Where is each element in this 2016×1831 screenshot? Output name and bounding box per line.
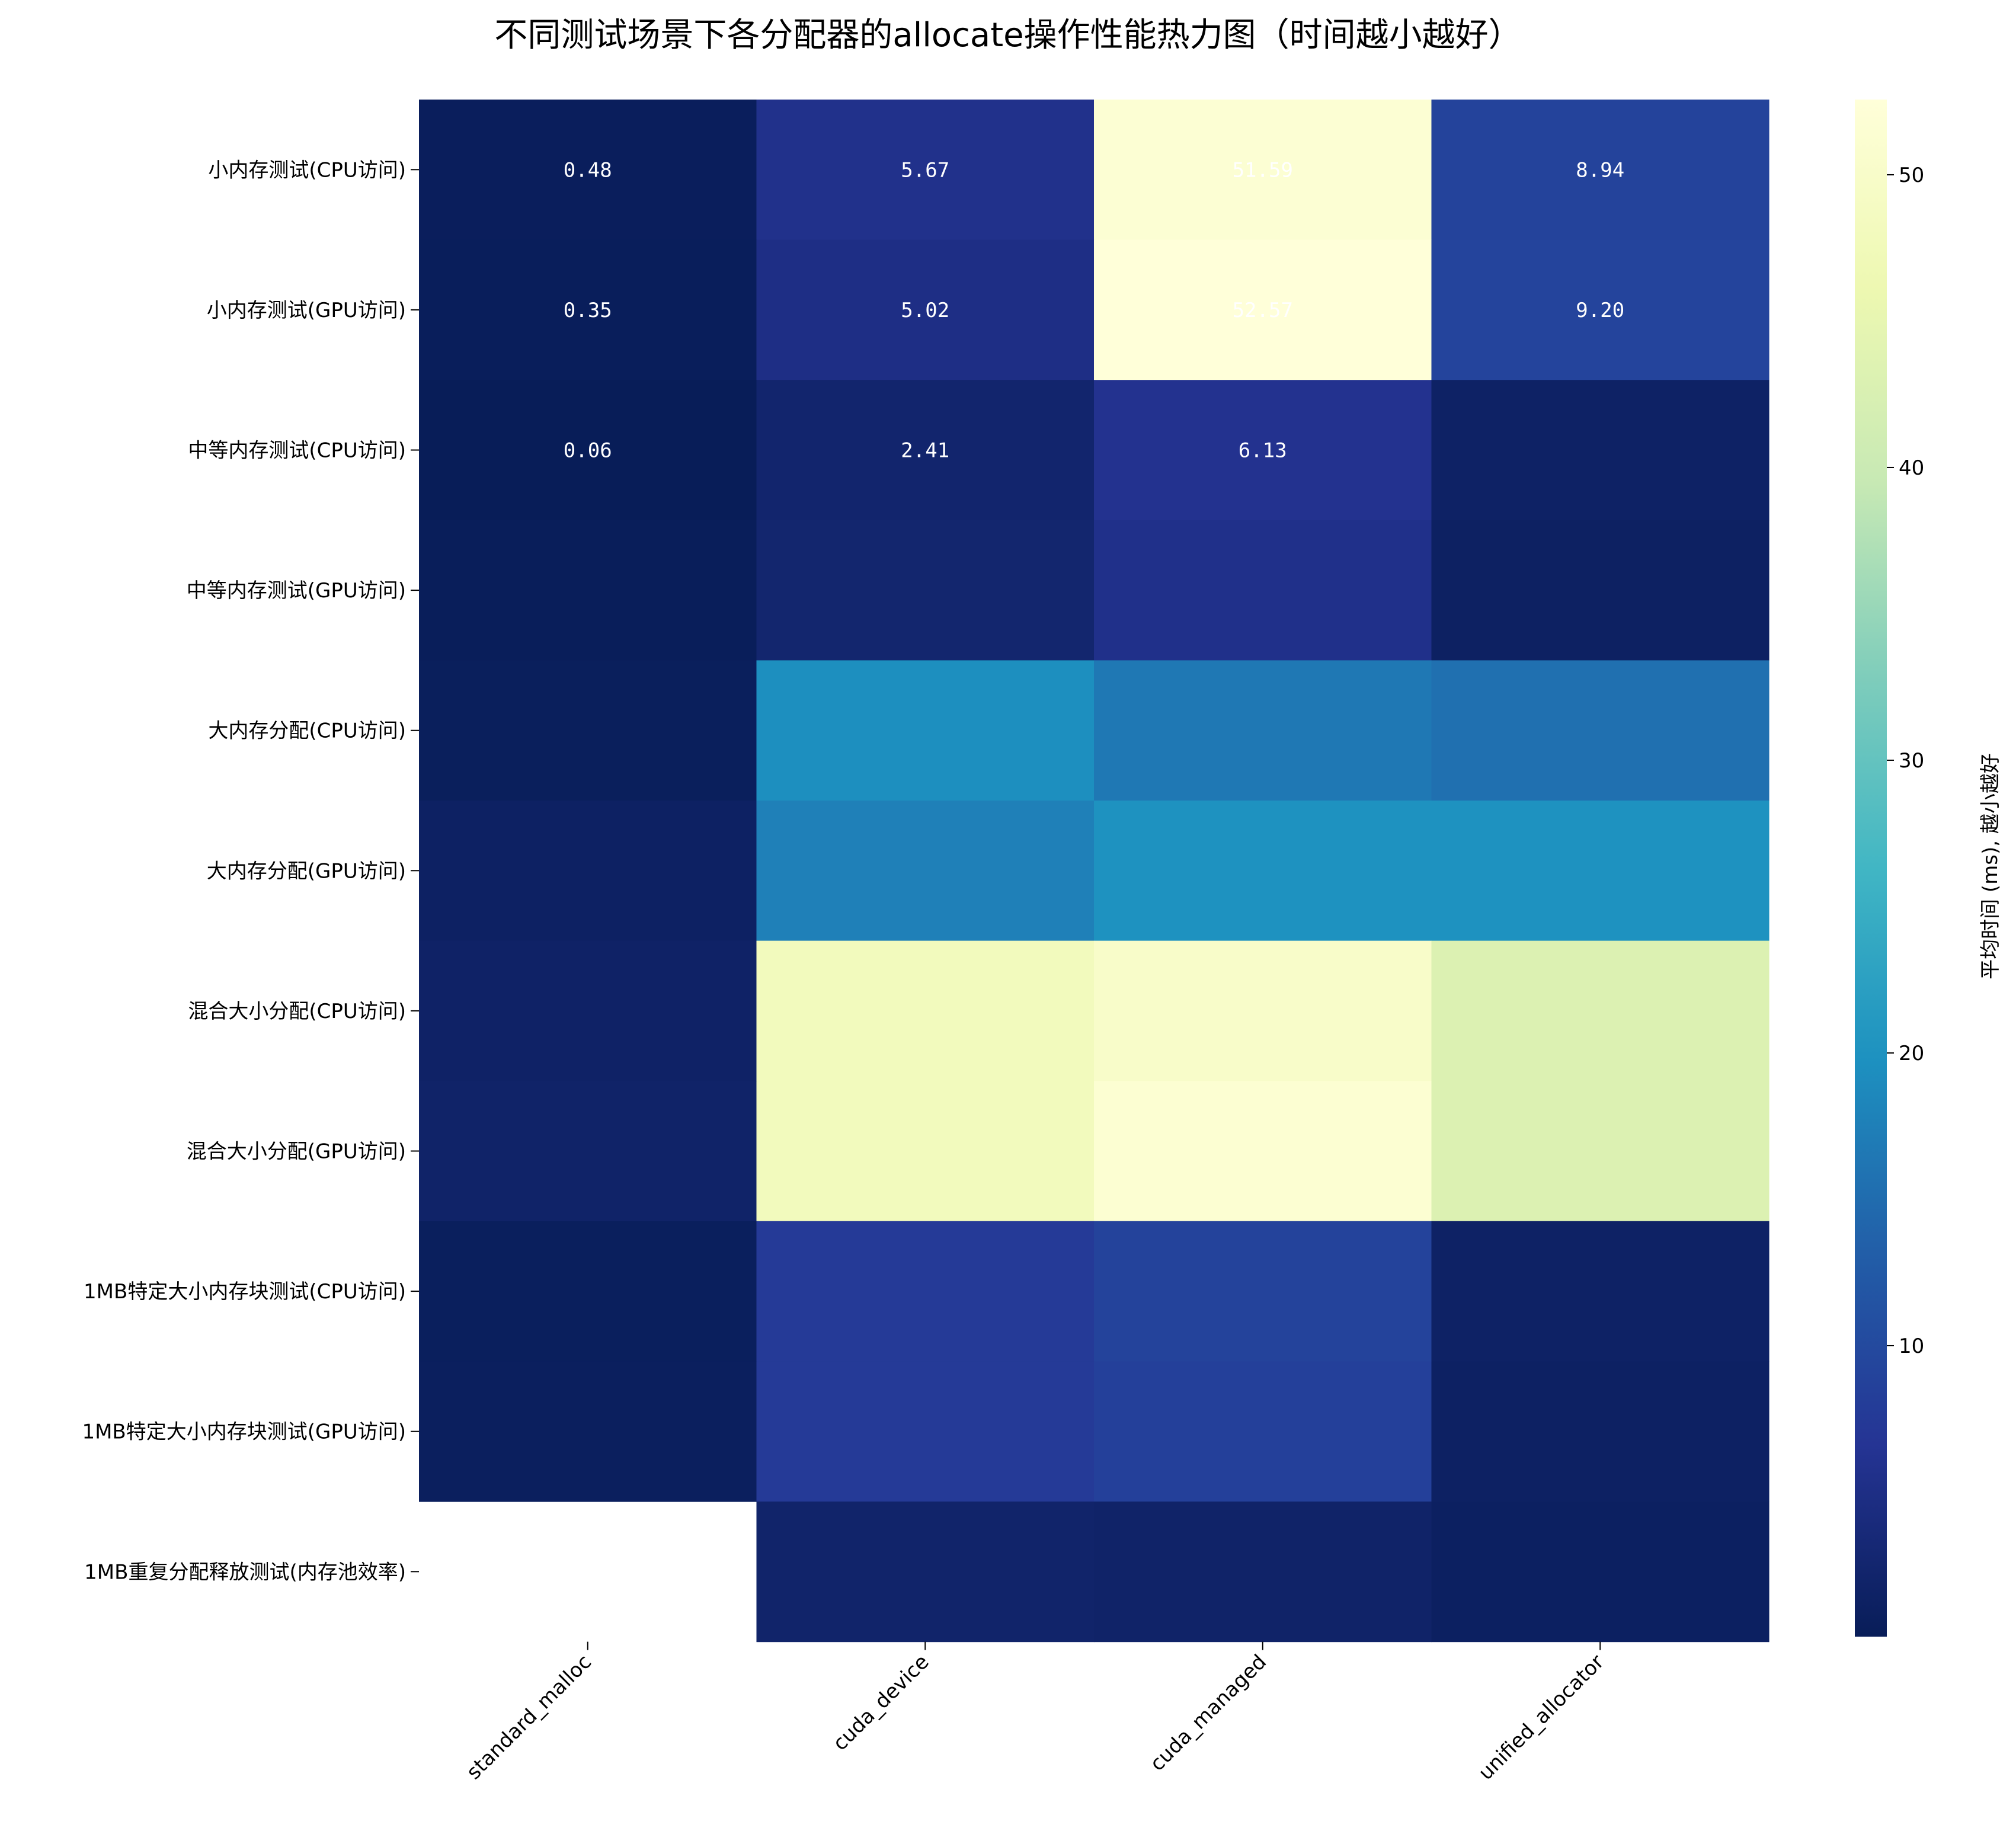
y-tick-label: 1MB特定大小内存块测试(GPU访问): [82, 1420, 406, 1444]
heatmap-cell: [1094, 1081, 1432, 1222]
y-tick-label: 中等内存测试(GPU访问): [187, 579, 406, 603]
heatmap-cell: [1431, 1221, 1769, 1362]
colorbar-tick-label: 40: [1899, 456, 1924, 480]
cell-value-label: 52.57: [1233, 299, 1293, 322]
heatmap-cell: [1431, 380, 1769, 521]
heatmap-cell: [1431, 1081, 1769, 1222]
colorbar-tick-label: 50: [1899, 164, 1924, 187]
cell-value-label: 8.94: [1576, 158, 1624, 182]
y-tick-label: 大内存分配(CPU访问): [208, 719, 406, 743]
cell-value-label: 0.06: [564, 439, 612, 463]
y-tick-label: 混合大小分配(GPU访问): [187, 1140, 406, 1164]
heatmap-cell: [1094, 239, 1432, 380]
x-tick-label: cuda_device: [828, 1650, 934, 1756]
colorbar-gradient: [1855, 100, 1887, 1637]
heatmap-cell: [1431, 1502, 1769, 1643]
heatmap-cell: [1431, 940, 1769, 1081]
x-tick-label: unified_allocator: [1474, 1650, 1608, 1785]
heatmap-cell: [756, 940, 1095, 1081]
heatmap-cell: [756, 520, 1095, 661]
heatmap-cell: [1094, 380, 1432, 521]
heatmap-cell: [1431, 100, 1769, 241]
heatmap-cell: [756, 1361, 1095, 1502]
heatmap-cell: [1431, 239, 1769, 380]
y-tick-label: 大内存分配(GPU访问): [207, 859, 406, 883]
heatmap-cell: [1094, 1361, 1432, 1502]
cell-value-label: 5.67: [901, 158, 949, 182]
heatmap-cell: [1094, 100, 1432, 241]
heatmap-cell: [1431, 801, 1769, 942]
heatmap-cell: [1094, 660, 1432, 801]
heatmap-cell: [1431, 660, 1769, 801]
chart-title: 不同测试场景下各分配器的allocate操作性能热力图（时间越小越好）: [494, 16, 1521, 55]
heatmap-cell: [756, 801, 1095, 942]
heatmap-cell: [756, 1502, 1095, 1643]
heatmap-cell: [419, 660, 757, 801]
cell-value-label: 9.20: [1576, 299, 1624, 322]
x-tick-label: cuda_managed: [1145, 1650, 1271, 1776]
heatmap-cell: [419, 239, 757, 380]
colorbar-label: 平均时间 (ms), 越小越好: [1979, 753, 2002, 979]
colorbar-tick-label: 20: [1899, 1042, 1924, 1065]
cell-value-label: 0.35: [564, 299, 612, 322]
heatmap-cell: [419, 100, 757, 241]
x-axis: standard_malloc cuda_device cuda_managed un…: [462, 1641, 1609, 1785]
y-tick-label: 中等内存测试(CPU访问): [188, 439, 406, 463]
heatmap-cell: [1094, 940, 1432, 1081]
heatmap-cell: [419, 1081, 757, 1222]
cell-value-labels: 0.48 5.67 51.59 8.94 0.35 5.02 52.57 9.20 0.06 2.…: [564, 158, 1624, 462]
x-tick-label: standard_malloc: [462, 1650, 596, 1784]
heatmap-cell: [756, 239, 1095, 380]
heatmap-cell: [756, 1221, 1095, 1362]
y-tick-label: 1MB特定大小内存块测试(CPU访问): [84, 1280, 406, 1304]
y-tick-label: 小内存测试(CPU访问): [208, 158, 406, 182]
heatmap-cell: [1094, 1221, 1432, 1362]
heatmap-cell: [756, 1081, 1095, 1222]
y-axis: 小内存测试(CPU访问) 小内存测试(GPU访问) 中等内存测试(CPU访问) 中等内…: [82, 158, 419, 1584]
heatmap-cell: [1094, 801, 1432, 942]
heatmap-cell: [756, 100, 1095, 241]
cell-value-label: 51.59: [1233, 158, 1293, 182]
cell-value-label: 2.41: [901, 439, 949, 463]
heatmap-cell: [419, 380, 757, 521]
heatmap-cell: [419, 1221, 757, 1362]
cell-value-label: 0.48: [564, 158, 612, 182]
colorbar: 10 20 30 40 50: [1855, 100, 1924, 1637]
heatmap-cell: [1431, 520, 1769, 661]
heatmap-cell: [756, 660, 1095, 801]
heatmap-cell: [1094, 520, 1432, 661]
cell-value-label: 6.13: [1239, 439, 1287, 463]
y-tick-label: 小内存测试(GPU访问): [207, 299, 406, 322]
y-tick-label: 混合大小分配(CPU访问): [188, 1000, 406, 1023]
cell-value-label: 5.02: [901, 299, 949, 322]
heatmap-cells: [419, 100, 1769, 1643]
heatmap-cell: [419, 801, 757, 942]
heatmap-cell: [1094, 1502, 1432, 1643]
colorbar-tick-label: 30: [1899, 749, 1924, 773]
colorbar-tick-label: 10: [1899, 1334, 1924, 1358]
heatmap-cell: [419, 1361, 757, 1502]
heatmap-cell: [419, 520, 757, 661]
heatmap-cell: [756, 380, 1095, 521]
y-tick-label: 1MB重复分配释放测试(内存池效率): [84, 1560, 406, 1584]
heatmap-cell: [1431, 1361, 1769, 1502]
heatmap-cell: [419, 940, 757, 1081]
